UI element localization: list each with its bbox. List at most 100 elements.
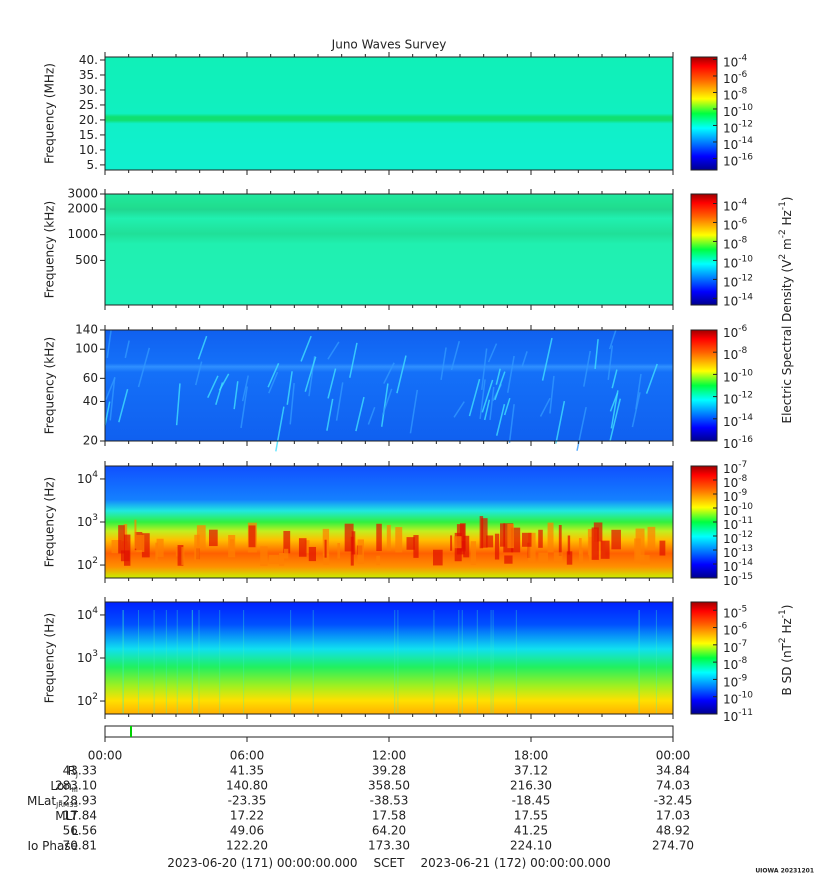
ephemeris-value: 17.03: [656, 809, 690, 823]
emission-patch: [337, 543, 341, 559]
colorbar-tick-label-base: 10: [723, 218, 738, 232]
colorbar-tick-label-exponent: -16: [738, 152, 753, 162]
colorbar-tick-label: 10-15: [723, 572, 753, 588]
ephemeris-value: 70.81: [63, 839, 97, 853]
colorbar-tick-label-exponent: -11: [738, 708, 753, 718]
ephemeris-label-text: Lon: [50, 779, 71, 793]
emission-patch: [155, 542, 158, 564]
emission-streak: [506, 355, 515, 393]
colorbar-title: Electric Spectral Density (V2 m-2 Hz-1): [778, 196, 794, 423]
y-tick-label-exponent: 3: [92, 513, 98, 523]
emission-patch: [386, 524, 391, 551]
colorbar-tick-label-exponent: -8: [738, 86, 747, 96]
colorbar-tick-label: 10-10: [723, 102, 753, 118]
colorbar-tick-label: 10-14: [723, 135, 753, 151]
colorbar-tick-label-base: 10: [723, 121, 738, 135]
y-tick-label-base: 10: [77, 694, 92, 708]
emission-streak: [240, 386, 248, 429]
emission-streak: [495, 368, 501, 385]
ephemeris-value: 41.25: [514, 824, 548, 838]
emission-streak: [197, 335, 208, 360]
emission-streak: [137, 347, 151, 388]
ephemeris-label-text: L: [71, 824, 78, 838]
colorbar-tick-label-exponent: -14: [738, 558, 753, 568]
colorbar-tick-label: 10-8: [723, 656, 748, 672]
colorbar-tick-label: 10-10: [723, 368, 753, 384]
colorbar-tick-label-exponent: -8: [738, 656, 747, 666]
emission-patch: [507, 523, 514, 549]
spectrogram: [105, 194, 673, 305]
title-text: B SD (nT: [780, 642, 794, 695]
y-tick-label: 5.: [87, 157, 98, 171]
emission-patch: [479, 516, 484, 549]
emission-patch: [208, 529, 218, 547]
ephemeris-label: RJ: [68, 764, 78, 780]
emission-streak: [489, 386, 495, 421]
ephemeris-label-text: MLat: [27, 794, 56, 808]
emission-patch: [323, 553, 330, 565]
colorbar-tick-label: 10-7: [723, 638, 747, 654]
emission-patch: [470, 541, 477, 565]
emission-streak: [304, 356, 317, 392]
y-tick-label: 2000: [67, 202, 98, 216]
x-tick-label: 06:00: [230, 749, 265, 763]
colorbar-tick-label-exponent: -16: [738, 435, 753, 445]
emission-patch: [538, 529, 543, 548]
colorbar-tick-label-exponent: -6: [738, 216, 747, 226]
ephemeris-value: 17.55: [514, 809, 548, 823]
title-superscript: 2: [778, 254, 788, 260]
y-tick-label: 30.: [79, 82, 98, 96]
y-tick-label: 102: [77, 692, 98, 708]
colorbar-tick-label-exponent: -10: [738, 368, 753, 378]
x-tick-label: 00:00: [656, 749, 691, 763]
colorbar-tick-label-base: 10: [723, 256, 738, 270]
y-tick-label-base: 10: [77, 607, 92, 621]
colorbar-tick-label-base: 10: [723, 154, 738, 168]
emission-patch: [553, 552, 563, 562]
colorbar-tick-label-exponent: -11: [738, 516, 753, 526]
emission-patch: [260, 546, 268, 566]
ephemeris-value: 41.35: [230, 764, 264, 778]
ephemeris-value: 274.70: [652, 839, 694, 853]
emission-patch: [279, 552, 285, 566]
colorbar-tick-label-base: 10: [723, 490, 738, 504]
colorbar: [690, 329, 718, 442]
emission-patch: [486, 535, 494, 548]
ephemeris-value: -23.35: [228, 794, 267, 808]
colorbar-tick-label-exponent: -4: [738, 197, 747, 207]
emission-patch: [350, 536, 354, 566]
colorbar-tick-label-base: 10: [723, 137, 738, 151]
emission-streak: [608, 329, 617, 350]
emission-patch: [600, 540, 610, 559]
y-tick-label: 60: [83, 371, 98, 385]
y-tick-label-base: 10.: [79, 142, 98, 156]
emission-streak: [104, 401, 111, 426]
colorbar-tick-label-exponent: -6: [738, 69, 747, 79]
y-tick-label-exponent: 2: [92, 692, 98, 702]
emission-streak: [503, 397, 511, 416]
ephemeris-label-sub: JRM33: [55, 801, 78, 809]
colorbar-tick-label: 10-14: [723, 412, 753, 428]
emission-patch: [357, 539, 364, 564]
ephemeris-value: -18.45: [512, 794, 551, 808]
colorbar-tick-label: 10-8: [723, 86, 748, 102]
colorbar-tick-label: 10-12: [723, 119, 753, 135]
y-tick-label: 1000: [67, 227, 98, 241]
spectrogram: [105, 602, 673, 714]
emission-streak: [327, 341, 340, 360]
y-tick-label-exponent: 2: [92, 556, 98, 566]
title-text: ): [780, 196, 794, 201]
colorbar-tick-label-base: 10: [723, 560, 738, 574]
ephemeris-label-text: MLT: [55, 809, 78, 823]
emission-streak: [555, 400, 566, 444]
emission-patch: [298, 538, 307, 557]
y-tick-label-base: 10: [77, 471, 92, 485]
colorbar-tick-label-base: 10: [723, 326, 738, 340]
title-text: Electric Spectral Density (V: [780, 259, 794, 424]
colorbar-tick-label-exponent: -5: [738, 604, 747, 614]
colorbar-tick-label-base: 10: [723, 606, 738, 620]
emission-streak: [194, 361, 203, 386]
colorbar-tick-label-base: 10: [723, 640, 738, 654]
emission-patch: [344, 523, 354, 552]
emission-streak: [175, 383, 181, 426]
